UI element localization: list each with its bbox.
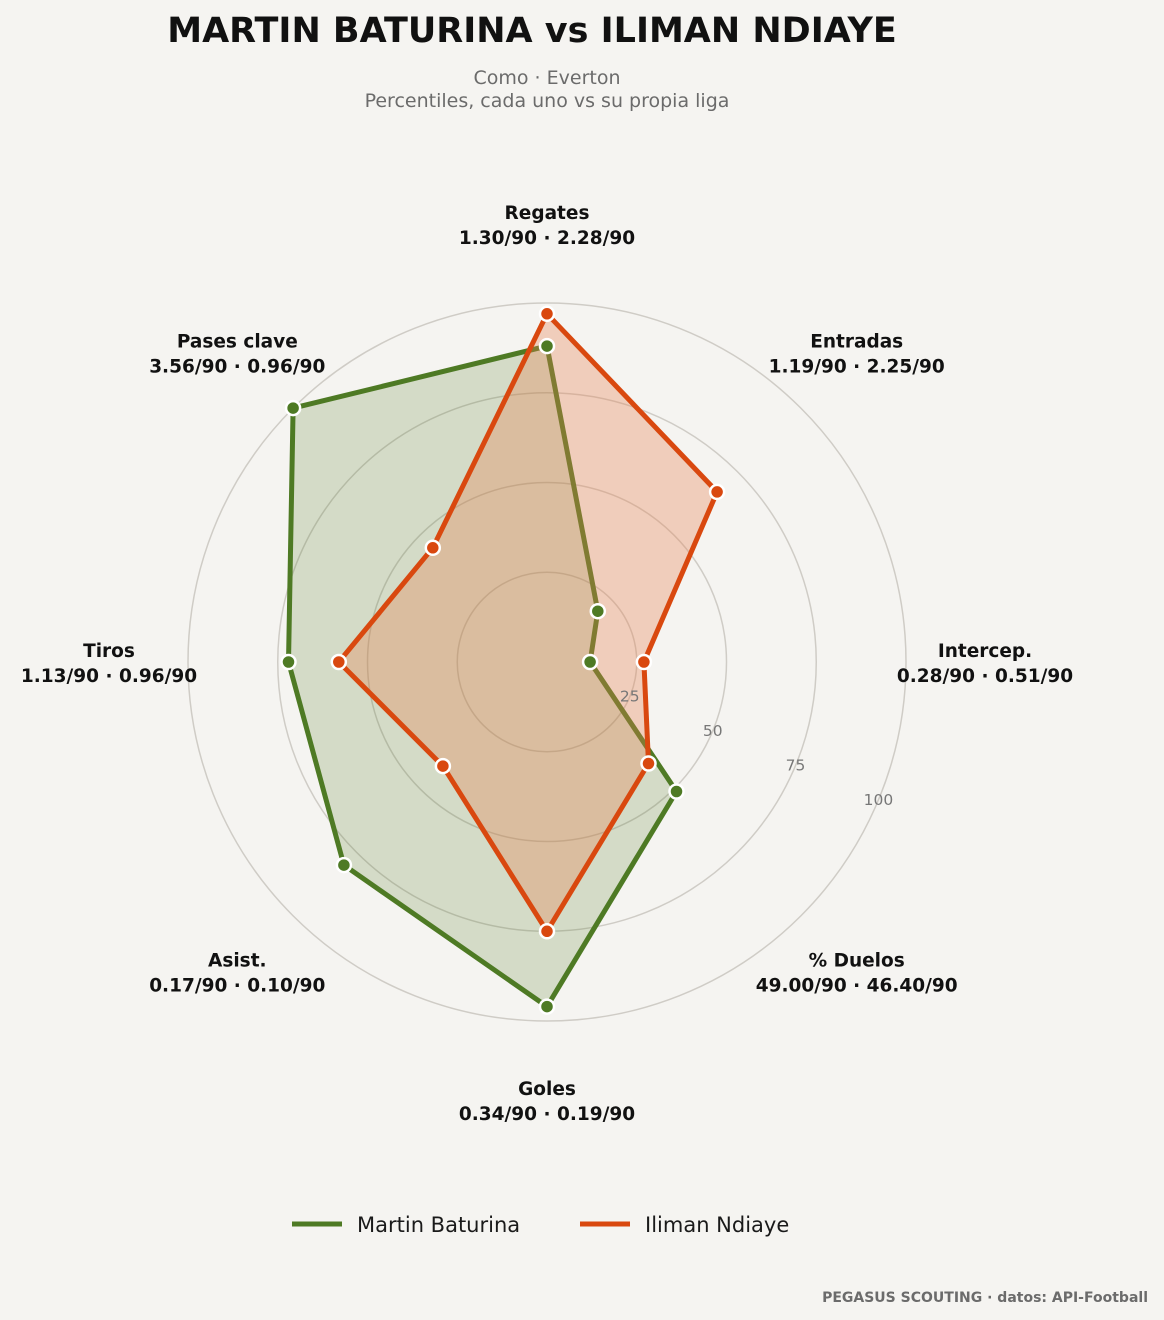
axis-name-entradas: Entradas — [810, 331, 903, 352]
ring-label-75: 75 — [786, 757, 806, 775]
data-point-ndiaye-0 — [538, 305, 556, 323]
chart-subtitle-description: Percentiles, cada uno vs su propia liga — [365, 90, 730, 112]
legend: Martin Baturina Iliman Ndiaye — [292, 1213, 789, 1237]
axis-labels: Regates 1.30/90 · 2.28/90 Entradas 1.19/90 … — [21, 203, 1073, 1125]
data-point-baturina-6 — [280, 653, 297, 671]
data-point-baturina-1 — [589, 602, 607, 620]
legend-label-ndiaye: Iliman Ndiaye — [645, 1213, 789, 1237]
axis-label-pases-clave: Pases clave 3.56/90 · 0.96/90 — [149, 331, 325, 377]
axis-label-entradas: Entradas 1.19/90 · 2.25/90 — [769, 331, 945, 377]
data-point-ndiaye-1 — [708, 483, 726, 501]
data-point-ndiaye-4 — [538, 923, 556, 940]
axis-values-pases-clave: 3.56/90 · 0.96/90 — [149, 356, 325, 377]
radar-series — [280, 305, 726, 1015]
axis-values-tiros: 1.13/90 · 0.96/90 — [21, 666, 197, 687]
legend-label-baturina: Martin Baturina — [357, 1213, 520, 1237]
data-point-baturina-4 — [538, 998, 556, 1015]
ring-label-25: 25 — [620, 688, 640, 706]
data-point-ndiaye-2 — [635, 653, 653, 671]
axis-values-entradas: 1.19/90 · 2.25/90 — [769, 356, 945, 377]
axis-name-pases-clave: Pases clave — [177, 331, 298, 352]
data-point-baturina-3 — [668, 783, 685, 800]
axis-label-goles: Goles 0.34/90 · 0.19/90 — [459, 1079, 635, 1125]
legend-item-ndiaye: Iliman Ndiaye — [580, 1213, 789, 1237]
axis-values-asist: 0.17/90 · 0.10/90 — [149, 976, 325, 997]
data-point-ndiaye-7 — [424, 539, 442, 557]
axis-label-duelos: % Duelos 49.00/90 · 46.40/90 — [756, 951, 958, 997]
axis-label-asist: Asist. 0.17/90 · 0.10/90 — [149, 951, 325, 997]
axis-values-goles: 0.34/90 · 0.19/90 — [459, 1104, 635, 1125]
axis-label-intercep: Intercep. 0.28/90 · 0.51/90 — [897, 641, 1073, 687]
data-point-ndiaye-5 — [434, 757, 452, 775]
grid-ring-100 — [187, 302, 907, 1022]
grid-ring-50 — [366, 481, 728, 843]
axis-values-duelos: 49.00/90 · 46.40/90 — [756, 976, 958, 997]
data-point-baturina-7 — [284, 399, 302, 417]
axis-label-tiros: Tiros 1.13/90 · 0.96/90 — [21, 641, 197, 687]
axis-name-asist: Asist. — [208, 951, 267, 972]
ring-label-50: 50 — [703, 722, 723, 740]
legend-item-baturina: Martin Baturina — [292, 1213, 520, 1237]
data-point-ndiaye-3 — [640, 755, 657, 772]
axis-name-duelos: % Duelos — [809, 951, 905, 972]
axis-name-regates: Regates — [505, 203, 590, 224]
axis-name-tiros: Tiros — [83, 641, 135, 662]
chart-title: MARTIN BATURINA vs ILIMAN NDIAYE — [167, 11, 896, 51]
footer-credit: PEGASUS SCOUTING · datos: API-Football — [822, 1290, 1148, 1306]
data-point-baturina-5 — [335, 856, 353, 874]
axis-values-regates: 1.30/90 · 2.28/90 — [459, 228, 635, 249]
ring-label-100: 100 — [864, 791, 894, 809]
data-point-baturina-0 — [538, 337, 556, 355]
axis-name-intercep: Intercep. — [938, 641, 1032, 662]
axis-values-intercep: 0.28/90 · 0.51/90 — [897, 666, 1073, 687]
data-point-ndiaye-6 — [330, 653, 348, 671]
ring-labels: 25 50 75 100 — [620, 688, 893, 810]
chart-subtitle-teams: Como · Everton — [473, 67, 620, 89]
axis-name-goles: Goles — [518, 1079, 576, 1100]
data-point-baturina-2 — [581, 653, 599, 671]
axis-label-regates: Regates 1.30/90 · 2.28/90 — [459, 203, 635, 249]
